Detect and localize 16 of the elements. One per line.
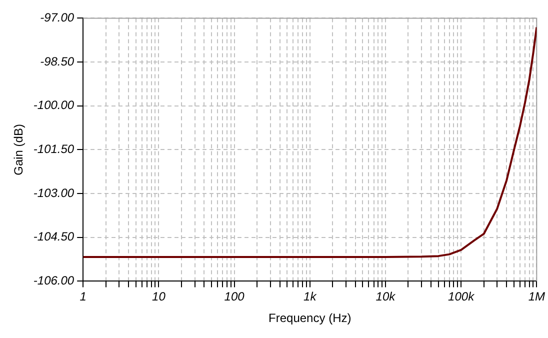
y-tick-label: -100.00 <box>33 98 74 112</box>
x-tick-label: 1k <box>304 290 318 304</box>
y-tick-label: -106.00 <box>33 274 74 288</box>
x-tick-label: 10 <box>152 290 166 304</box>
y-tick-label: -101.50 <box>33 142 74 156</box>
x-tick-label: 10k <box>376 290 396 304</box>
y-tick-label: -98.50 <box>40 54 74 68</box>
x-tick-label: 100k <box>448 290 476 304</box>
x-tick-label: 1M <box>528 290 546 304</box>
x-axis-title: Frequency (Hz) <box>268 311 352 326</box>
y-tick-label: -97.00 <box>40 10 74 25</box>
y-tick-label: -103.00 <box>33 186 74 200</box>
x-tick-label: 1 <box>80 290 86 304</box>
y-tick-label: -104.50 <box>33 230 74 244</box>
y-axis-title: Gain (dB) <box>12 124 26 176</box>
x-tick-label: 100 <box>224 290 245 304</box>
